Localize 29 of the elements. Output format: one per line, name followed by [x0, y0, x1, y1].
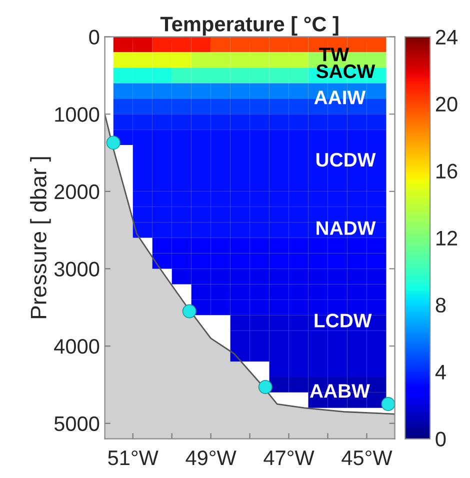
point [381, 397, 396, 412]
point [182, 304, 196, 318]
y-tick-label: 1000 [55, 107, 100, 122]
annotation: SACW [316, 64, 376, 78]
x-tick-label: 45°W [342, 450, 392, 466]
y-tick-label: 2000 [54, 184, 100, 200]
y-tick-label: 0 [89, 30, 100, 45]
y-axis-title: Pressure [ dbar ] [30, 157, 51, 318]
point [106, 136, 120, 150]
color-bar-label: 0 [436, 432, 446, 447]
annotation: AAIW [314, 90, 366, 104]
color-bar-label: 20 [436, 96, 458, 112]
color-bar-label: 8 [436, 298, 446, 313]
x-tick-label: 49°W [186, 450, 236, 466]
x-tick-label: 51°W [108, 450, 158, 466]
y-tick-label: 5000 [54, 416, 100, 432]
point [258, 380, 272, 394]
annotation: NADW [316, 221, 376, 235]
annotation: UCDW [316, 152, 376, 167]
color-bar-label: 16 [436, 164, 458, 179]
chart-title: Temperature [ °C ] [160, 16, 338, 36]
color-bar-label: 4 [435, 365, 446, 380]
x-tick-label: 47°W [264, 450, 314, 466]
color-bar-label: 12 [436, 230, 458, 246]
y-tick-label: 4000 [54, 339, 100, 354]
y-tick-label: 3000 [54, 262, 100, 276]
color-bar-label: 24 [436, 30, 458, 44]
annotation: AABW [310, 384, 370, 398]
annotation: LCDW [314, 314, 372, 328]
